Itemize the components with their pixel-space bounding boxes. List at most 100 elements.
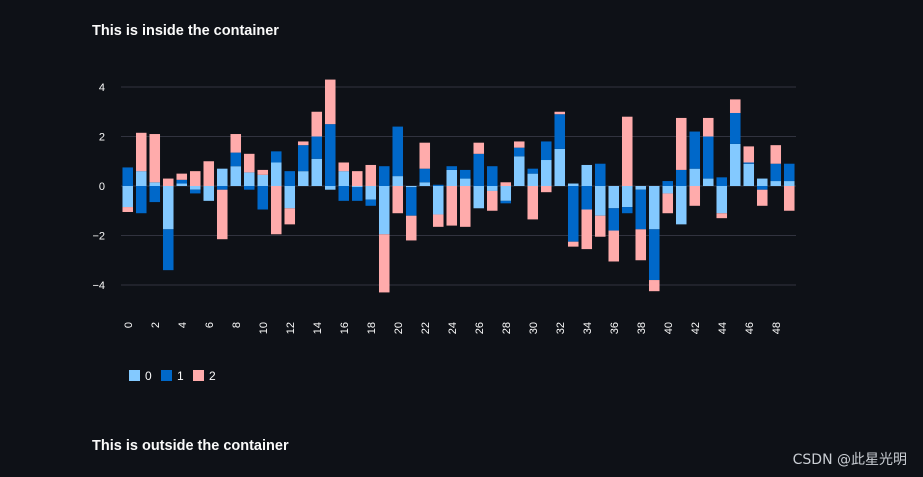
bar-series-0-cat-36: [608, 186, 620, 209]
bar-series-0-cat-12: [284, 186, 296, 209]
bar-series-1-cat-37: [621, 207, 633, 214]
bar-series-1-cat-29: [513, 147, 525, 157]
bar-series-2-cat-47: [756, 189, 768, 206]
bar-series-1-cat-34: [581, 186, 593, 210]
bar-series-2-cat-18: [365, 164, 377, 186]
legend-swatch-0: [129, 370, 140, 381]
y-tick-label: −2: [92, 231, 105, 243]
bar-series-1-cat-14: [311, 136, 323, 159]
bar-series-2-cat-21: [405, 215, 417, 241]
bar-series-2-cat-14: [311, 111, 323, 137]
bar-series-1-cat-27: [486, 166, 498, 186]
bar-series-1-cat-33: [567, 186, 579, 242]
bar-series-0-cat-13: [297, 171, 309, 186]
x-tick-label: 12: [285, 322, 297, 334]
bar-series-2-cat-2: [149, 134, 161, 183]
bar-series-2-cat-12: [284, 208, 296, 225]
bar-series-0-cat-28: [500, 186, 512, 201]
bar-series-2-cat-35: [594, 215, 606, 237]
bar-series-0-cat-7: [216, 168, 228, 186]
bar-series-0-cat-29: [513, 156, 525, 186]
bar-series-0-cat-16: [338, 171, 350, 186]
x-tick-label: 20: [393, 322, 405, 334]
bar-series-0-cat-9: [243, 172, 255, 186]
bar-series-2-cat-19: [378, 234, 390, 293]
bar-series-1-cat-1: [135, 186, 147, 214]
bar-series-1-cat-18: [365, 199, 377, 206]
bar-series-1-cat-44: [716, 177, 728, 186]
bar-series-2-cat-4: [176, 173, 188, 180]
bar-series-2-cat-34: [581, 209, 593, 250]
bar-series-2-cat-28: [500, 182, 512, 186]
bar-series-2-cat-22: [419, 142, 431, 169]
x-tick-label: 30: [528, 322, 540, 334]
bar-series-0-cat-18: [365, 186, 377, 200]
bar-series-2-cat-30: [527, 186, 539, 220]
bar-series-0-cat-15: [324, 186, 336, 190]
bar-series-2-cat-13: [297, 141, 309, 146]
bar-series-0-cat-6: [203, 186, 215, 201]
bar-series-1-cat-13: [297, 145, 309, 172]
watermark: CSDN @此星光明: [792, 452, 907, 468]
bar-series-0-cat-30: [527, 173, 539, 187]
bar-series-1-cat-7: [216, 186, 228, 190]
bar-series-0-cat-2: [149, 182, 161, 186]
x-tick-label: 24: [447, 322, 459, 334]
bar-series-0-cat-35: [594, 186, 606, 216]
x-tick-label: 46: [744, 322, 756, 334]
bar-series-1-cat-9: [243, 186, 255, 190]
bar-series-1-cat-32: [554, 114, 566, 149]
bar-series-2-cat-24: [446, 186, 458, 226]
bar-series-0-cat-14: [311, 158, 323, 186]
bar-series-2-cat-38: [635, 229, 647, 261]
bar-series-1-cat-20: [392, 126, 404, 177]
x-tick-label: 34: [582, 322, 594, 334]
bar-series-1-cat-10: [257, 186, 269, 210]
bar-series-0-cat-45: [729, 143, 741, 186]
bar-series-1-cat-2: [149, 186, 161, 203]
bar-series-2-cat-3: [162, 178, 174, 186]
bar-series-0-cat-25: [459, 178, 471, 186]
bar-series-2-cat-5: [189, 171, 201, 186]
legend-swatch-2: [193, 370, 204, 381]
bar-series-1-cat-36: [608, 208, 620, 231]
bar-series-1-cat-3: [162, 229, 174, 271]
bar-series-1-cat-45: [729, 112, 741, 144]
bar-series-0-cat-21: [405, 186, 417, 188]
bar-series-2-cat-48: [770, 145, 782, 164]
bar-series-0-cat-31: [540, 160, 552, 186]
bar-series-1-cat-19: [378, 166, 390, 186]
bar-series-0-cat-32: [554, 148, 566, 187]
bar-series-2-cat-23: [432, 214, 444, 227]
x-tick-label: 4: [177, 322, 189, 328]
bar-series-0-cat-48: [770, 181, 782, 186]
bar-series-1-cat-8: [230, 152, 242, 167]
bar-series-2-cat-29: [513, 141, 525, 148]
y-tick-label: 2: [99, 132, 105, 144]
bar-series-1-cat-11: [270, 151, 282, 163]
bar-series-1-cat-48: [770, 163, 782, 182]
legend-label-1: 1: [177, 369, 184, 383]
bar-series-0-cat-44: [716, 186, 728, 214]
bar-series-0-cat-1: [135, 171, 147, 186]
bar-series-1-cat-46: [743, 162, 755, 164]
x-tick-label: 10: [258, 322, 270, 334]
bar-series-2-cat-10: [257, 169, 269, 175]
bar-series-0-cat-37: [621, 186, 633, 208]
bar-series-1-cat-22: [419, 168, 431, 183]
bar-series-2-cat-33: [567, 241, 579, 247]
bar-series-2-cat-42: [689, 186, 701, 206]
bar-series-1-cat-43: [702, 136, 714, 179]
bar-series-2-cat-17: [351, 171, 363, 186]
legend-swatch-1: [161, 370, 172, 381]
bar-series-2-cat-25: [459, 186, 471, 227]
bar-series-2-cat-9: [243, 153, 255, 173]
bar-series-0-cat-19: [378, 186, 390, 235]
x-tick-label: 2: [150, 322, 162, 328]
bar-series-1-cat-23: [432, 184, 444, 186]
bar-series-2-cat-39: [648, 280, 660, 292]
bar-series-0-cat-23: [432, 186, 444, 215]
bar-series-1-cat-38: [635, 189, 647, 230]
bar-series-2-cat-26: [473, 142, 485, 154]
bar-series-2-cat-32: [554, 111, 566, 115]
